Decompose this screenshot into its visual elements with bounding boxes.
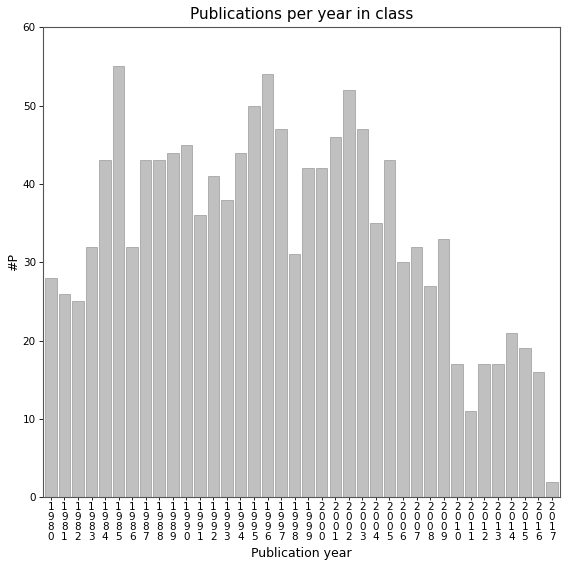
Bar: [59, 294, 70, 497]
Bar: [397, 263, 409, 497]
Bar: [519, 349, 531, 497]
Y-axis label: #P: #P: [7, 253, 20, 271]
Bar: [276, 129, 287, 497]
Bar: [221, 200, 232, 497]
Bar: [167, 153, 179, 497]
Bar: [140, 160, 151, 497]
Bar: [99, 160, 111, 497]
Bar: [451, 364, 463, 497]
Bar: [479, 364, 490, 497]
Bar: [248, 105, 260, 497]
X-axis label: Publication year: Publication year: [251, 547, 352, 560]
Bar: [208, 176, 219, 497]
Bar: [506, 333, 517, 497]
Bar: [126, 247, 138, 497]
Bar: [329, 137, 341, 497]
Bar: [235, 153, 246, 497]
Bar: [72, 302, 84, 497]
Bar: [370, 223, 382, 497]
Bar: [384, 160, 395, 497]
Bar: [532, 372, 544, 497]
Bar: [113, 66, 124, 497]
Bar: [411, 247, 422, 497]
Bar: [357, 129, 368, 497]
Bar: [492, 364, 503, 497]
Bar: [154, 160, 165, 497]
Bar: [465, 411, 476, 497]
Bar: [289, 255, 301, 497]
Bar: [438, 239, 450, 497]
Bar: [194, 215, 206, 497]
Bar: [424, 286, 436, 497]
Bar: [302, 168, 314, 497]
Bar: [45, 278, 57, 497]
Bar: [86, 247, 98, 497]
Bar: [546, 481, 558, 497]
Bar: [262, 74, 273, 497]
Bar: [316, 168, 328, 497]
Title: Publications per year in class: Publications per year in class: [190, 7, 413, 22]
Bar: [343, 90, 354, 497]
Bar: [180, 145, 192, 497]
